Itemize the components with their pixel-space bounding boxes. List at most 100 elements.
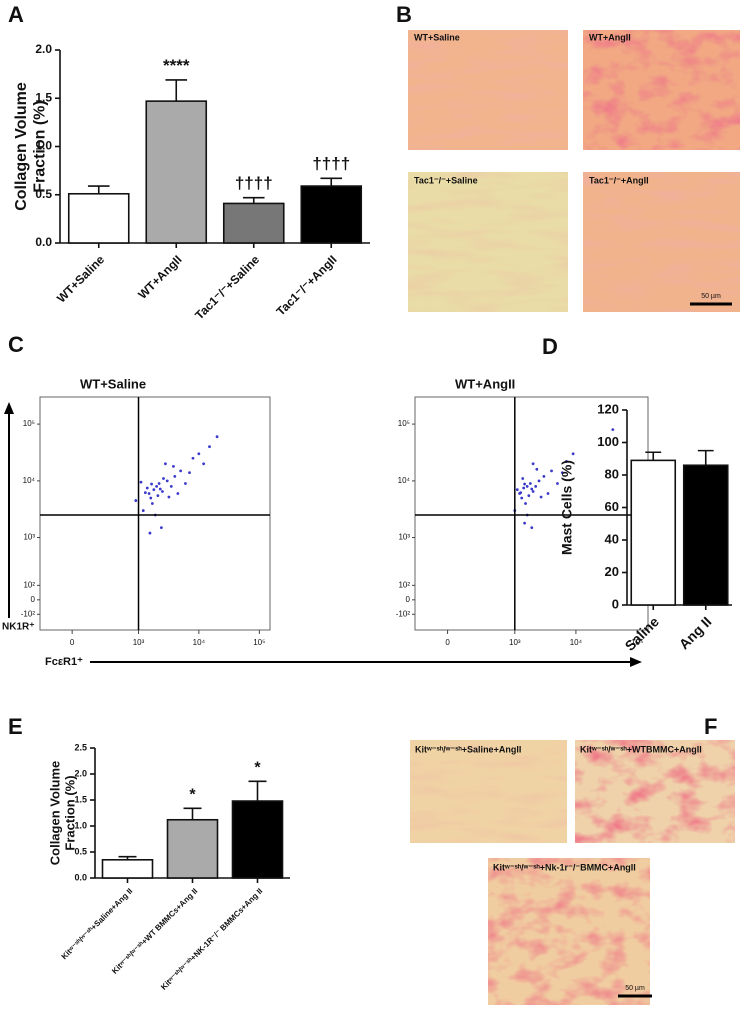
point bbox=[571, 452, 575, 456]
y-tick-label: -10² bbox=[396, 609, 411, 618]
y-tick-label: 100 bbox=[597, 434, 619, 449]
image-texture bbox=[408, 30, 568, 150]
point bbox=[176, 492, 180, 495]
point bbox=[215, 435, 219, 439]
panel-label: E bbox=[8, 714, 23, 739]
histology-b: WT+Saline WT+AngII Tac1⁻/⁻+Saline Tac1⁻/… bbox=[408, 30, 740, 312]
scale-bar-label: 50 µm bbox=[625, 985, 645, 992]
point bbox=[208, 445, 211, 449]
x-tick-label: 10⁴ bbox=[570, 638, 583, 647]
bar bbox=[222, 202, 285, 244]
image-label: Tac1⁻/⁻+Saline bbox=[414, 175, 478, 185]
x-tick-label: 0 bbox=[70, 638, 75, 647]
y-tick-label: 0.0 bbox=[74, 872, 87, 882]
point bbox=[165, 479, 169, 483]
arrow-head bbox=[4, 402, 14, 414]
point bbox=[143, 491, 147, 495]
point bbox=[173, 474, 177, 478]
point bbox=[164, 462, 167, 466]
y-tick-label: 1.5 bbox=[35, 90, 52, 104]
point bbox=[179, 469, 183, 473]
point bbox=[155, 484, 159, 488]
point bbox=[134, 499, 138, 502]
y-tick-label: 0 bbox=[612, 596, 619, 611]
y-tick-label: 10⁴ bbox=[23, 476, 36, 485]
point bbox=[611, 428, 615, 431]
plot-title: WT+AngII bbox=[455, 376, 515, 391]
point bbox=[148, 531, 152, 535]
x-tick-label: Tac1⁻/⁻+AngII bbox=[274, 252, 340, 318]
point bbox=[515, 488, 519, 492]
y-tick-label: 0.5 bbox=[74, 846, 87, 856]
panel-label: F bbox=[704, 714, 717, 739]
y-axis-label: Collagen Volume bbox=[47, 761, 62, 866]
image-label: WT+AngII bbox=[589, 32, 631, 42]
y-tick-label: 0.5 bbox=[35, 187, 52, 201]
point bbox=[147, 492, 151, 495]
point bbox=[539, 495, 543, 499]
point bbox=[150, 482, 153, 486]
image-texture bbox=[583, 172, 740, 312]
y-tick-label: 10⁴ bbox=[398, 476, 411, 485]
image-label: Kitʷ⁻ˢʰ/ʷ⁻ˢʰ+Saline+AngII bbox=[415, 744, 521, 754]
significance: * bbox=[254, 760, 261, 777]
y-axis-label: NK1R⁺ bbox=[2, 622, 35, 633]
y-tick-label: 10² bbox=[23, 580, 35, 589]
point bbox=[523, 482, 527, 486]
bar bbox=[682, 464, 729, 606]
bar bbox=[300, 185, 363, 244]
point bbox=[191, 456, 195, 460]
y-tick-label: 2.0 bbox=[35, 42, 52, 56]
point bbox=[172, 464, 175, 468]
x-tick-label: 10³ bbox=[509, 638, 521, 647]
point bbox=[560, 471, 564, 474]
y-tick-label: 10⁵ bbox=[23, 419, 35, 428]
y-tick-label: 0 bbox=[406, 595, 411, 604]
bar bbox=[166, 818, 219, 879]
point bbox=[184, 482, 187, 485]
point bbox=[158, 487, 162, 491]
y-tick-label: 40 bbox=[605, 531, 619, 546]
y-tick-label: 60 bbox=[605, 499, 619, 514]
x-tick-label: 10³ bbox=[133, 638, 145, 647]
y-tick-label: 10³ bbox=[398, 533, 410, 542]
point bbox=[202, 462, 206, 466]
y-tick-label: 1.0 bbox=[74, 820, 87, 830]
point bbox=[556, 482, 559, 485]
significance: **** bbox=[163, 56, 190, 75]
y-tick-label: 1.5 bbox=[74, 794, 87, 804]
bar bbox=[101, 858, 154, 879]
x-tick-label: WT+Saline bbox=[54, 252, 107, 305]
image-texture bbox=[583, 30, 740, 150]
point bbox=[141, 509, 145, 512]
image-label: WT+Saline bbox=[414, 32, 460, 42]
point bbox=[519, 491, 523, 495]
image-texture bbox=[488, 858, 650, 1005]
bar bbox=[630, 459, 677, 606]
point bbox=[535, 467, 539, 471]
point bbox=[188, 471, 191, 474]
x-tick-label: WT+AngII bbox=[135, 252, 184, 301]
y-axis-label: Fraction (%) bbox=[32, 100, 49, 192]
point bbox=[525, 484, 529, 488]
bar bbox=[67, 192, 130, 244]
point bbox=[524, 502, 527, 505]
y-tick-label: 10⁵ bbox=[398, 419, 410, 428]
image-label: Kitʷ⁻ˢʰ/ʷ⁻ˢʰ+WTBMMC+AngII bbox=[580, 744, 702, 754]
x-tick-label: 0 bbox=[445, 638, 450, 647]
plot-frame bbox=[39, 396, 271, 631]
image-texture bbox=[410, 740, 567, 843]
panel-label: C bbox=[8, 332, 24, 357]
histology-f: Kitʷ⁻ˢʰ/ʷ⁻ˢʰ+Saline+AngII Kitʷ⁻ˢʰ/ʷ⁻ˢʰ+W… bbox=[410, 740, 735, 1005]
y-axis-label: Mast Cells (%) bbox=[559, 460, 575, 555]
point bbox=[531, 462, 535, 466]
point bbox=[197, 452, 201, 456]
point bbox=[565, 460, 568, 463]
x-tick-label: Ang II bbox=[676, 613, 715, 652]
y-tick-label: 1.0 bbox=[35, 139, 52, 153]
y-tick-label: 2.5 bbox=[74, 742, 87, 752]
y-tick-label: 10² bbox=[398, 580, 410, 589]
point bbox=[139, 480, 143, 484]
